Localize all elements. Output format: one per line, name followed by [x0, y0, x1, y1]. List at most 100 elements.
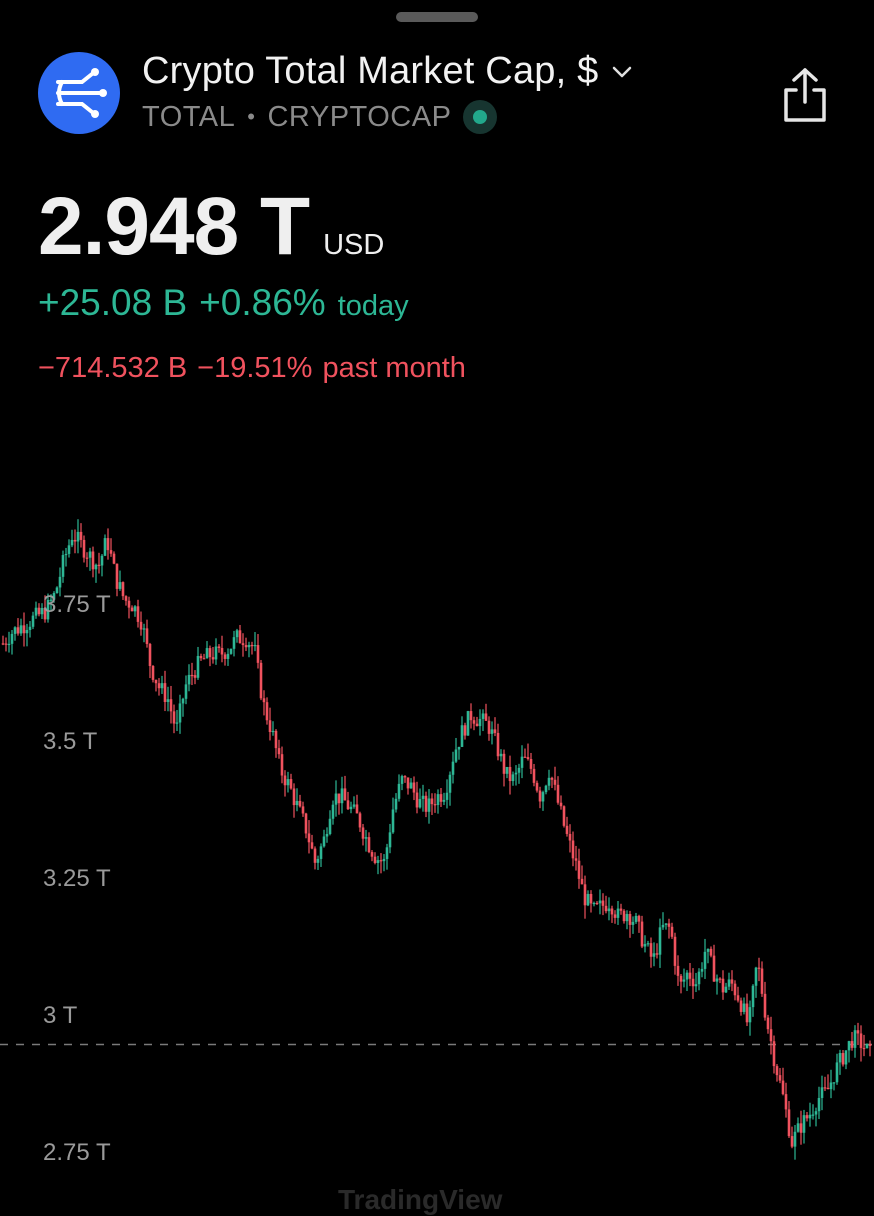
- candle: [739, 997, 743, 1016]
- candle-body: [217, 646, 221, 648]
- candle-body: [727, 979, 731, 987]
- candlestick-chart[interactable]: [0, 480, 874, 1180]
- candle-body: [109, 550, 113, 554]
- candle-body: [172, 711, 176, 724]
- candle-body: [823, 1087, 827, 1089]
- candle: [433, 793, 437, 813]
- candle: [397, 774, 401, 802]
- candle: [358, 811, 362, 832]
- candle-body: [577, 860, 581, 879]
- candle-body: [616, 908, 620, 918]
- candle: [427, 789, 431, 824]
- candle-body: [514, 772, 518, 775]
- candle: [331, 800, 335, 825]
- candle: [550, 776, 554, 789]
- candle-body: [415, 792, 419, 808]
- candle-body: [565, 825, 569, 834]
- candle-body: [220, 647, 224, 655]
- candle: [181, 697, 185, 717]
- candle: [235, 628, 239, 643]
- candle-body: [91, 551, 95, 570]
- candle: [475, 716, 479, 727]
- candle-body: [586, 893, 590, 906]
- candle: [601, 893, 605, 916]
- candle: [535, 780, 539, 793]
- candle-body: [319, 846, 323, 859]
- candle: [127, 596, 131, 619]
- candle-body: [643, 944, 647, 947]
- candle: [367, 832, 371, 854]
- candle-body: [307, 833, 311, 843]
- candle-body: [115, 563, 119, 589]
- candle-body: [247, 644, 251, 648]
- candle: [391, 797, 395, 834]
- candle-body: [412, 782, 416, 793]
- candle: [568, 824, 572, 853]
- candle: [49, 594, 53, 611]
- candle-body: [682, 979, 686, 982]
- candle-body: [376, 860, 380, 863]
- candle: [856, 1022, 860, 1046]
- candle-body: [439, 794, 443, 802]
- candle-body: [700, 968, 704, 972]
- candle-body: [541, 792, 545, 802]
- candle: [379, 853, 383, 874]
- candle-body: [187, 674, 191, 685]
- candle-body: [478, 718, 482, 727]
- candle-body: [277, 748, 281, 755]
- candle-body: [550, 777, 554, 780]
- candle-body: [112, 553, 116, 564]
- candle: [7, 631, 11, 653]
- candle: [472, 716, 476, 731]
- candle-body: [325, 833, 329, 837]
- candle: [781, 1067, 785, 1096]
- candle-body: [73, 539, 77, 542]
- candle-body: [862, 1047, 866, 1050]
- share-icon[interactable]: [780, 66, 830, 124]
- candle: [592, 901, 596, 907]
- candle: [541, 790, 545, 811]
- candle: [520, 745, 524, 779]
- candle-body: [451, 761, 455, 775]
- candle: [118, 570, 122, 591]
- candle-body: [859, 1033, 863, 1048]
- candle: [403, 775, 407, 783]
- candle-body: [34, 607, 38, 616]
- candle-body: [559, 802, 563, 807]
- candle-body: [208, 648, 212, 658]
- candle: [760, 961, 764, 997]
- symbol-title-dropdown[interactable]: Crypto Total Market Cap, $: [142, 50, 632, 93]
- candle-body: [757, 967, 761, 969]
- candle: [622, 909, 626, 924]
- candle-body: [712, 955, 716, 982]
- candle-body: [610, 908, 614, 915]
- candle-body: [106, 538, 110, 551]
- candle: [442, 792, 446, 806]
- candle-body: [601, 900, 605, 906]
- candle: [466, 710, 470, 736]
- today-change-percent: +0.86%: [199, 282, 326, 323]
- candle-body: [100, 555, 104, 566]
- candle: [253, 632, 257, 652]
- candle-body: [748, 1007, 752, 1023]
- candle-body: [688, 972, 692, 979]
- candle-body: [502, 753, 506, 774]
- candle-body: [469, 711, 473, 721]
- candle: [316, 855, 320, 870]
- sheet-drag-handle[interactable]: [396, 12, 478, 22]
- candle-body: [271, 730, 275, 733]
- price-currency: USD: [323, 229, 385, 261]
- candle-body: [796, 1123, 800, 1132]
- candle-body: [499, 753, 503, 757]
- candle: [664, 923, 668, 930]
- candle: [445, 779, 449, 809]
- candle-body: [226, 653, 230, 659]
- candle: [88, 547, 92, 571]
- candle-body: [799, 1123, 803, 1133]
- candle: [193, 670, 197, 685]
- candle: [58, 567, 62, 597]
- y-tick-label: 3.75 T: [43, 591, 111, 618]
- candle-body: [751, 985, 755, 1008]
- candle: [598, 889, 602, 915]
- candle: [811, 1104, 815, 1120]
